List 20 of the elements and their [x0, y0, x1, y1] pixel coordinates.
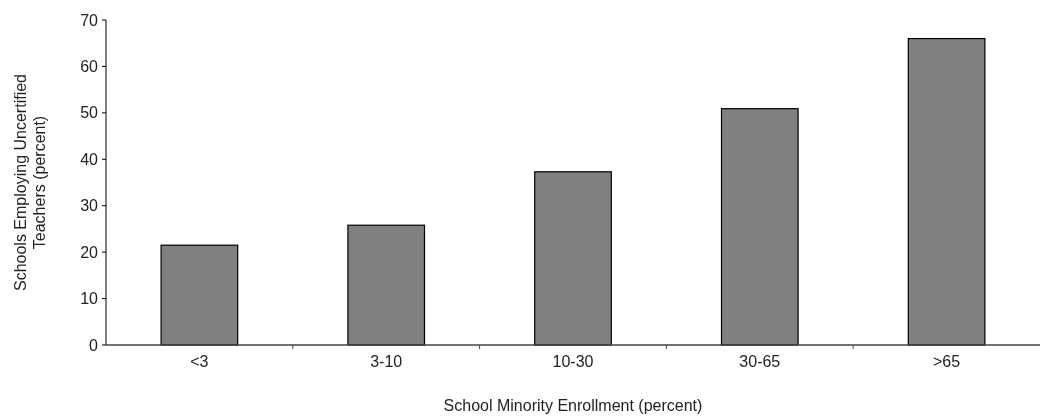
y-tick-label: 10	[80, 290, 99, 308]
bar	[720, 108, 799, 346]
bar	[347, 224, 426, 346]
y-axis-title: Schools Employing Uncertified Teachers (percent)	[12, 74, 49, 291]
y-tick-label: 70	[80, 11, 99, 29]
y-tick-label: 20	[80, 243, 99, 261]
bar	[160, 244, 239, 346]
y-tick-label: 60	[80, 58, 99, 76]
bar	[534, 171, 612, 346]
x-tick-label: 30-65	[739, 353, 781, 370]
y-tick-label: 50	[80, 104, 99, 122]
x-tick-label: <3	[190, 353, 209, 370]
x-tick-label: >65	[933, 353, 961, 370]
bar	[907, 37, 986, 346]
x-tick-label: 3-10	[370, 353, 403, 370]
x-tick-label: 10-30	[552, 353, 594, 370]
x-axis-title: School Minority Enrollment (percent)	[443, 397, 703, 414]
y-tick-label: 30	[80, 197, 99, 215]
y-tick-label: 40	[80, 150, 99, 168]
y-tick-label: 0	[89, 336, 99, 354]
